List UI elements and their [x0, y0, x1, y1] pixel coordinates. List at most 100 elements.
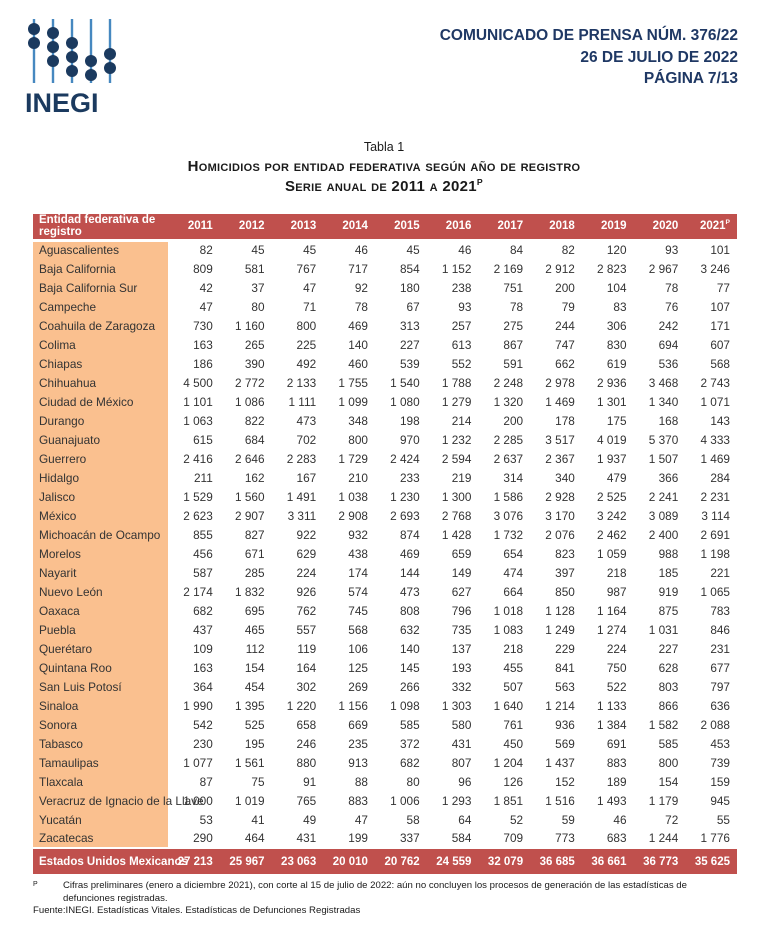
value-cell: 45: [303, 243, 317, 258]
value-cell: 112: [245, 641, 265, 656]
value-cell: 1 111: [288, 394, 317, 409]
value-cell: 218: [606, 565, 627, 580]
table-row: Zacatecas 290 464 431 199 337 584 709 773 683 1 24…: [33, 829, 737, 848]
value-cell: 717: [348, 261, 368, 276]
value-cell: 149: [451, 565, 472, 580]
value-cell: 2 416: [183, 451, 213, 466]
value-cell: 224: [296, 565, 317, 580]
value-cell: 200: [555, 280, 575, 295]
table-footer: Estados Unidos Mexicanos 27 213 25 967 23 …: [33, 847, 737, 874]
entity-name: Hidalgo: [33, 468, 169, 487]
entity-name: Tlaxcala: [33, 772, 169, 791]
total-value-cell: 24 559: [426, 847, 479, 874]
value-cell: 970: [399, 432, 420, 447]
value-cell: 78: [354, 299, 368, 314]
value-cell: 3 170: [545, 508, 575, 523]
value-cell: 671: [244, 546, 265, 561]
value-cell: 1 230: [390, 489, 420, 504]
value-cell: 218: [503, 641, 524, 656]
value-cell: 275: [503, 318, 524, 333]
value-cell: 822: [244, 413, 265, 428]
value-cell: 93: [665, 243, 679, 258]
value-cell: 658: [296, 717, 317, 732]
entity-name: Yucatán: [33, 810, 169, 829]
value-cell: 4 019: [597, 432, 627, 447]
value-cell: 469: [348, 318, 368, 333]
value-cell: 1 071: [700, 394, 730, 409]
value-cell: 473: [296, 413, 317, 428]
table-row: Colima 163 265 225 140 227 613 867 747 830 694 607: [33, 335, 737, 354]
value-cell: 119: [297, 641, 317, 656]
value-cell: 2 912: [545, 261, 575, 276]
total-value-cell: 20 010: [323, 847, 375, 874]
value-cell: 867: [503, 337, 524, 352]
value-cell: 474: [503, 565, 524, 580]
year-column-header: 2021P: [685, 214, 737, 242]
total-value-cell: 32 079: [478, 847, 531, 874]
value-cell: 219: [451, 470, 472, 485]
value-cell: 2 691: [700, 527, 730, 542]
value-cell: 145: [399, 660, 420, 675]
value-cell: 2 637: [493, 451, 524, 466]
value-cell: 438: [348, 546, 368, 561]
entity-name: Guerrero: [33, 449, 169, 468]
value-cell: 3 468: [648, 375, 679, 390]
entity-name: Morelos: [33, 544, 169, 563]
value-cell: 235: [348, 736, 368, 751]
value-cell: 683: [606, 831, 627, 845]
value-cell: 636: [710, 698, 730, 713]
value-cell: 266: [399, 679, 420, 694]
value-cell: 866: [658, 698, 679, 713]
entity-name: Chihuahua: [33, 373, 169, 392]
value-cell: 163: [193, 660, 213, 675]
value-cell: 1 083: [493, 622, 524, 637]
value-cell: 807: [451, 755, 472, 770]
entity-name: Michoacán de Ocampo: [33, 525, 169, 544]
homicides-table: Entidad federativa de registro 2011 2012 2…: [33, 214, 737, 874]
value-cell: 525: [244, 717, 265, 732]
value-cell: 1 582: [648, 717, 679, 732]
value-cell: 290: [193, 831, 213, 845]
value-cell: 1 529: [183, 489, 213, 504]
value-cell: 1 063: [183, 413, 213, 428]
value-cell: 83: [613, 299, 627, 314]
value-cell: 2 823: [597, 261, 627, 276]
table-row: Guerrero 2 416 2 646 2 283 1 729 2 424 2 594 2 …: [33, 449, 737, 468]
value-cell: 193: [451, 660, 472, 675]
value-cell: 580: [451, 717, 472, 732]
year-column-header: 2020: [633, 214, 686, 242]
value-cell: 154: [658, 774, 679, 789]
value-cell: 231: [710, 641, 730, 656]
value-cell: 2 768: [441, 508, 472, 523]
value-cell: 58: [406, 812, 420, 827]
value-cell: 397: [555, 565, 575, 580]
value-cell: 587: [193, 565, 213, 580]
value-cell: 168: [658, 413, 679, 428]
value-cell: 464: [244, 831, 265, 845]
value-cell: 761: [503, 717, 524, 732]
value-cell: 59: [561, 812, 575, 827]
value-cell: 1 301: [597, 394, 627, 409]
entity-name: Nayarit: [33, 563, 169, 582]
value-cell: 796: [451, 603, 472, 618]
year-column-header: 2019: [581, 214, 634, 242]
value-cell: 664: [503, 584, 524, 599]
value-cell: 2 928: [545, 489, 575, 504]
value-cell: 569: [555, 736, 575, 751]
value-cell: 47: [354, 812, 368, 827]
year-superscript: P: [725, 219, 730, 227]
value-cell: 800: [658, 755, 679, 770]
value-cell: 654: [503, 546, 524, 561]
value-cell: 1 729: [338, 451, 368, 466]
value-cell: 1 098: [390, 698, 420, 713]
value-cell: 677: [710, 660, 730, 675]
value-cell: 76: [665, 299, 679, 314]
total-entity-name: Estados Unidos Mexicanos: [33, 847, 188, 874]
value-cell: 1 832: [234, 584, 265, 599]
value-cell: 2 693: [390, 508, 420, 523]
value-cell: 1 776: [700, 831, 730, 845]
table-row: Tlaxcala 87 75 91 88 80 96 126 152 189 154 159: [33, 772, 737, 791]
value-cell: 137: [451, 641, 472, 656]
value-cell: 154: [244, 660, 265, 675]
value-cell: 1 080: [390, 394, 420, 409]
